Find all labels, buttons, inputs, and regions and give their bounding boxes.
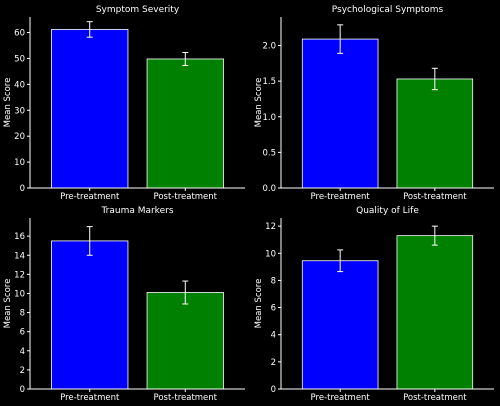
bar-pre-treatment (301, 260, 379, 390)
chart-title: Trauma Markers (100, 206, 173, 216)
y-tick-label: 40 (14, 80, 25, 90)
chart-symptom-severity: Symptom Severity Mean Score 0 10 20 30 40 50 60 P… (3, 5, 245, 202)
chart-title: Psychological Symptoms (332, 5, 444, 15)
y-tick-label: 10 (265, 249, 276, 259)
y-tick-label: 0.0 (262, 184, 276, 194)
y-tick-label: 0 (20, 184, 25, 194)
y-tick-label: 8 (20, 309, 25, 319)
y-tick-label: 1.5 (262, 77, 276, 87)
bar-pre-treatment (301, 38, 379, 189)
y-tick-label: 50 (14, 54, 25, 64)
y-tick-label: 6 (20, 328, 25, 338)
y-tick-label: 0.5 (262, 148, 276, 158)
bar-post-treatment (396, 235, 474, 390)
bar-post-treatment (146, 292, 224, 390)
y-tick-label: 2 (20, 366, 25, 376)
chart-trauma-markers: Trauma Markers Mean Score 0 2 4 6 8 10 12 14 16 Pre… (3, 206, 245, 403)
y-tick-label: 30 (14, 106, 25, 116)
x-tick-label-post-treatment: Post-treatment (403, 393, 467, 403)
chart-title: Quality of Life (356, 206, 419, 216)
y-tick-label: 16 (14, 232, 25, 242)
bar-pre-treatment (51, 240, 129, 390)
x-tick-label-post-treatment: Post-treatment (154, 393, 218, 403)
y-tick-label: 12 (14, 270, 25, 280)
x-tick-label-pre-treatment: Pre-treatment (60, 393, 120, 403)
bar-post-treatment (396, 78, 474, 189)
chart-psychological-symptoms: Psychological Symptoms Mean Score 0.0 0.5 1.… (254, 5, 494, 202)
y-tick-label: 4 (20, 347, 25, 357)
bar-pre-treatment (51, 29, 129, 189)
y-tick-label: 0 (271, 385, 276, 395)
x-tick-label-post-treatment: Post-treatment (403, 192, 467, 202)
y-axis-label: Mean Score (254, 78, 264, 128)
bar-post-treatment (146, 58, 224, 189)
y-tick-label: 60 (14, 29, 25, 39)
y-tick-label: 4 (271, 331, 276, 341)
y-tick-label: 10 (14, 158, 25, 168)
y-tick-label: 12 (265, 222, 276, 232)
y-tick-label: 14 (14, 251, 25, 261)
y-tick-label: 2 (271, 358, 276, 368)
y-tick-label: 8 (271, 276, 276, 286)
y-tick-label: 2.0 (262, 42, 276, 52)
y-tick-label: 0 (20, 385, 25, 395)
x-tick-label-pre-treatment: Pre-treatment (311, 393, 371, 403)
chart-title: Symptom Severity (96, 5, 180, 15)
x-tick-label-pre-treatment: Pre-treatment (60, 192, 120, 202)
y-tick-label: 20 (14, 132, 25, 142)
y-axis-label: Mean Score (254, 279, 264, 329)
chart-quality-of-life: Quality of Life Mean Score 0 2 4 6 8 10 12 Pre-tr… (254, 206, 494, 403)
x-tick-label-pre-treatment: Pre-treatment (311, 192, 371, 202)
y-axis-label: Mean Score (3, 78, 13, 128)
x-tick-label-post-treatment: Post-treatment (154, 192, 218, 202)
y-tick-label: 1.0 (262, 113, 276, 123)
y-tick-label: 6 (271, 304, 276, 314)
y-axis-label: Mean Score (3, 279, 13, 329)
y-tick-label: 10 (14, 289, 25, 299)
